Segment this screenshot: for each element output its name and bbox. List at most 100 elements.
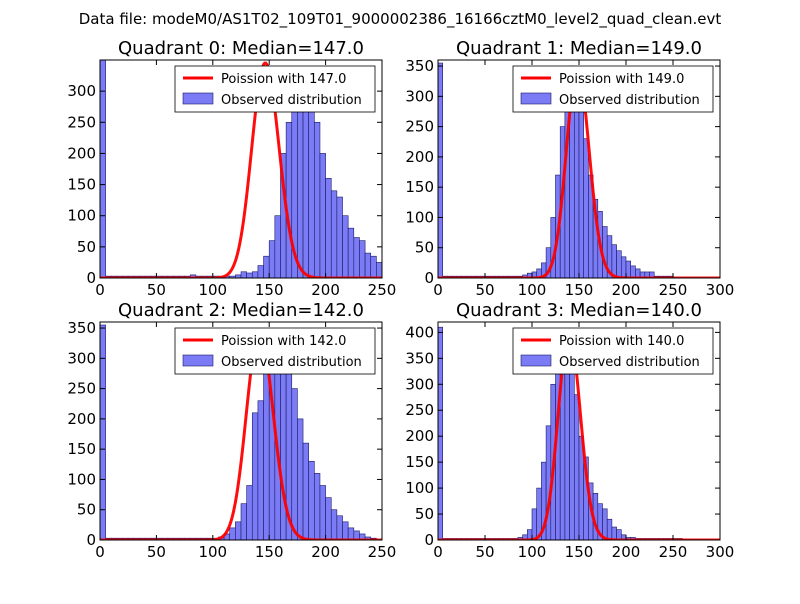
legend-curve-label: Poission with 142.0 (221, 334, 346, 349)
legend-box (512, 327, 714, 375)
x-tick-label: 0 (433, 543, 443, 561)
y-tick-label: 0 (424, 531, 434, 549)
y-tick-label: 300 (67, 349, 96, 367)
y-tick-label: 0 (86, 531, 96, 549)
x-tick-label: 150 (255, 281, 284, 299)
legend-box (174, 65, 376, 113)
x-tick-label: 0 (95, 543, 105, 561)
histogram-bar (263, 370, 270, 540)
histogram-bar (410, 275, 416, 278)
legend-box (174, 327, 376, 375)
x-tick-label: 200 (612, 543, 641, 561)
histogram-bar (297, 418, 304, 540)
y-tick-label: 50 (77, 238, 96, 256)
histogram-bar (606, 518, 613, 540)
histogram-bar (620, 256, 627, 278)
legend-bar-label: Observed distribution (559, 93, 700, 108)
histogram-bar (583, 138, 589, 278)
histogram-bar (330, 190, 338, 278)
x-tick-label: 300 (706, 281, 735, 299)
histogram-bar (573, 394, 580, 540)
y-tick-label: 250 (405, 401, 434, 419)
histogram-bar (325, 178, 332, 278)
histogram-bar (330, 509, 338, 540)
y-tick-label: 200 (67, 410, 96, 428)
y-tick-label: 150 (405, 453, 434, 471)
x-tick-label: 0 (95, 281, 105, 299)
histogram-bar (285, 121, 293, 278)
histogram-bar (347, 227, 355, 278)
legend-bar-swatch (520, 92, 552, 105)
histogram-bar (302, 97, 309, 278)
legend-curve-label: Poission with 140.0 (559, 334, 684, 349)
panel-3: 0 50 100 150 200 250 300 0 50 100 150 200 250 300 350 4… (405, 300, 734, 561)
y-tick-label: 350 (405, 349, 434, 367)
plot-area (438, 326, 720, 540)
histogram-bar (649, 271, 655, 278)
legend: Poission with 149.0 Observed distribution (512, 65, 714, 113)
y-tick-label: 250 (405, 118, 434, 136)
histogram-bar (240, 503, 247, 540)
histogram-bar (342, 521, 349, 540)
histogram-bar (347, 527, 355, 540)
histogram-bar (235, 521, 242, 540)
x-tick-label: 200 (311, 543, 340, 561)
y-tick-label: 250 (67, 113, 96, 131)
x-tick-label: 200 (612, 281, 641, 299)
x-tick-label: 250 (368, 281, 397, 299)
y-tick-label: 100 (405, 208, 434, 226)
axes-frame (99, 59, 383, 279)
x-tick-label: 100 (198, 281, 227, 299)
panel-title: Quadrant 2: Median=142.0 (118, 300, 364, 321)
plot-area (100, 324, 382, 540)
y-tick-label: 0 (424, 269, 434, 287)
x-tick-label: 0 (433, 281, 443, 299)
histogram-bar (240, 271, 247, 278)
histogram-bar (393, 272, 399, 278)
legend-box (512, 65, 714, 113)
y-tick-label: 250 (67, 380, 96, 398)
histogram-bar (100, 324, 106, 540)
y-tick-label: 200 (405, 427, 434, 445)
histogram-bar (325, 497, 332, 540)
panel-1: 0 50 100 150 200 250 300 0 50 100 150 200 250 300 350 Q… (405, 38, 734, 299)
histogram-bar (263, 255, 270, 278)
histogram-bar (251, 271, 259, 278)
histogram-bar (611, 244, 617, 278)
legend-bar-swatch (182, 92, 214, 105)
x-tick-label: 250 (368, 543, 397, 561)
histogram-bar (314, 473, 321, 540)
legend-bar-swatch (182, 354, 214, 367)
legend-bar-label: Observed distribution (559, 355, 700, 370)
poisson-curve (438, 330, 720, 540)
legend: Poission with 147.0 Observed distribution (174, 65, 376, 113)
histogram-bar (353, 237, 360, 278)
histogram-bar (625, 260, 631, 278)
histogram-bar (297, 90, 304, 278)
y-tick-label: 100 (67, 207, 96, 225)
histogram-bar (573, 83, 580, 278)
legend-bar-label: Observed distribution (221, 93, 362, 108)
y-tick-label: 100 (67, 470, 96, 488)
plot-area (100, 60, 416, 278)
x-tick-label: 150 (255, 543, 284, 561)
histogram-bar (274, 215, 281, 278)
histogram-bar (611, 526, 617, 540)
legend: Poission with 142.0 Observed distribution (174, 327, 376, 375)
histogram-bar (602, 508, 608, 540)
histogram-bar (630, 265, 636, 278)
axes-frame (99, 321, 383, 541)
histogram-bar (336, 515, 343, 540)
histogram-bar (531, 508, 537, 540)
legend-bar-label: Observed distribution (221, 355, 362, 370)
y-tick-label: 50 (415, 239, 434, 257)
histogram-bar (376, 262, 382, 278)
histogram-bar (359, 240, 366, 278)
histogram-bar (268, 240, 276, 278)
histogram-bar (381, 265, 382, 278)
legend: Poission with 140.0 Observed distribution (512, 327, 714, 375)
histogram-bar (308, 460, 315, 540)
histogram-bar (100, 60, 106, 278)
histogram-bar (545, 425, 552, 540)
